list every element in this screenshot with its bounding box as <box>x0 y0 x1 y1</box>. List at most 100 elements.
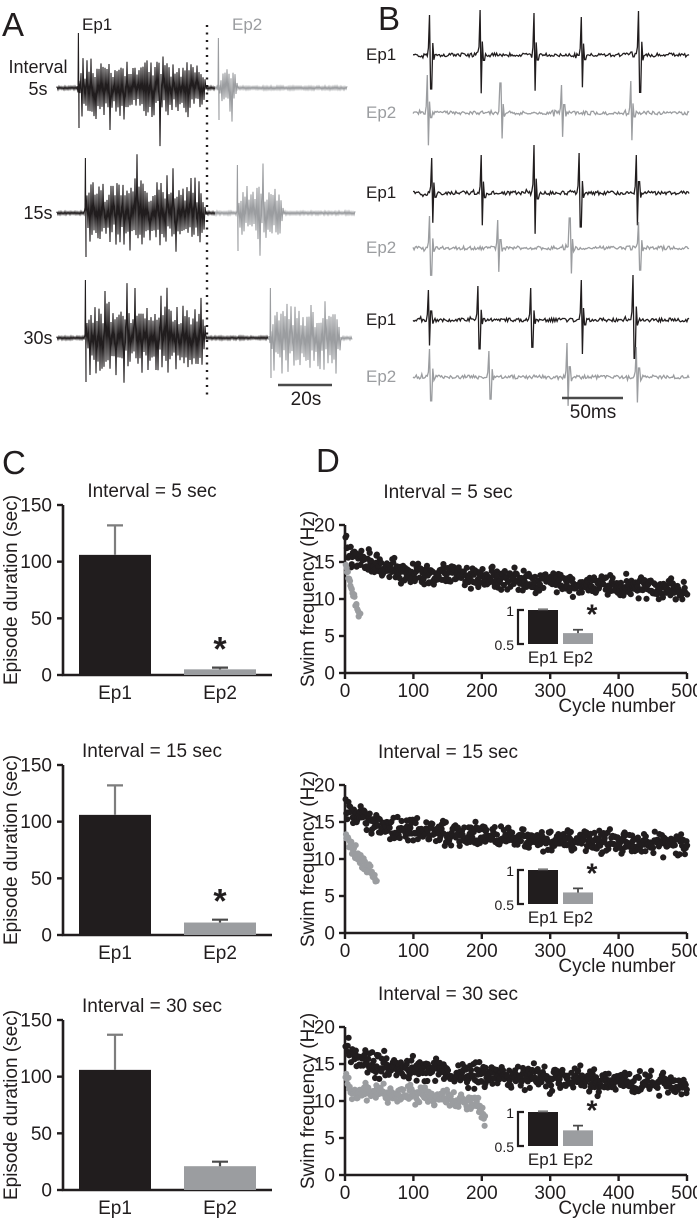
data-point <box>569 593 576 600</box>
x-tick-label: 200 <box>466 681 498 702</box>
bar-ep1 <box>79 554 151 675</box>
data-point <box>634 834 641 841</box>
data-point <box>679 596 686 603</box>
inset-category-label: Ep1 <box>528 648 558 667</box>
x-tick-label: 400 <box>603 1183 635 1204</box>
y-tick-label: 20 <box>314 1018 335 1039</box>
data-point <box>405 837 412 844</box>
data-point <box>366 810 373 817</box>
y-tick-label: 0 <box>41 926 52 947</box>
data-point <box>680 578 687 585</box>
data-point <box>649 844 657 851</box>
data-point <box>534 1066 541 1073</box>
inset-significance-asterisk: * <box>587 1095 598 1126</box>
inset-error-bar <box>538 868 548 871</box>
y-tick-label: 0 <box>324 664 335 685</box>
scatter-chart-30s-svg: Interval = 30 sec Swim frequency (Hz) Cycl… <box>298 984 697 1219</box>
inset-error-bar <box>538 608 548 611</box>
data-point <box>367 863 374 870</box>
inset-scale-bracket <box>516 868 524 906</box>
data-point <box>577 1062 584 1069</box>
data-point <box>553 589 560 596</box>
inset-tick-label: 1 <box>506 1105 514 1121</box>
y-tick-label: 100 <box>20 1067 52 1088</box>
trace-ep1-row3 <box>56 279 269 383</box>
y-tick-label: 15 <box>314 1055 335 1076</box>
data-point <box>423 819 430 826</box>
data-point <box>366 549 373 556</box>
data-point <box>353 601 360 608</box>
data-point <box>541 1063 548 1070</box>
data-point <box>373 551 380 558</box>
x-tick-label: 200 <box>466 941 498 962</box>
x-category-label: Ep2 <box>203 1198 237 1219</box>
data-point <box>348 1096 356 1103</box>
data-point <box>393 1072 400 1079</box>
bar-chart-interval-5s: Interval = 5 sec Episode duration (sec) 0 5… <box>0 440 300 705</box>
trace-ep1-row1 <box>56 32 216 147</box>
panel-b-ep1-label-1: Ep1 <box>366 45 397 64</box>
data-point <box>635 595 642 602</box>
data-point <box>448 842 455 849</box>
data-point <box>654 1084 661 1091</box>
panel-a-scalebar-label: 20s <box>290 389 322 410</box>
trace-ep1-group3 <box>412 274 690 359</box>
data-point <box>676 851 683 858</box>
data-point <box>623 570 630 577</box>
data-point <box>348 561 355 568</box>
x-tick-label: 100 <box>398 1183 430 1204</box>
data-point <box>641 577 648 584</box>
data-point <box>556 1076 563 1083</box>
inset-tick-label: 1 <box>506 863 514 879</box>
data-point <box>526 1084 533 1091</box>
panel-a-row-label-5s: Interval 5s <box>0 57 76 100</box>
data-point <box>475 1094 482 1101</box>
data-point <box>606 826 613 833</box>
inset-category-label: Ep1 <box>528 908 558 927</box>
data-point <box>509 829 516 836</box>
error-bar-ep1 <box>107 1033 123 1070</box>
panel-b-letter: B <box>378 0 401 37</box>
y-tick-label: 150 <box>20 496 52 517</box>
y-tick-label: 0 <box>41 1181 52 1202</box>
y-tick-label: 15 <box>314 553 335 574</box>
data-point <box>514 1063 522 1070</box>
y-tick-label: 20 <box>314 516 335 537</box>
data-point <box>376 1075 383 1082</box>
x-axis-label: Cycle number <box>558 956 676 977</box>
data-point <box>423 562 431 569</box>
chart-title: Interval = 5 sec <box>383 482 512 503</box>
data-point <box>540 584 547 591</box>
bar-ep2 <box>184 922 256 935</box>
y-axis-label: Episode duration (sec) <box>1 1010 22 1200</box>
data-point <box>540 848 547 855</box>
data-point <box>462 1066 469 1073</box>
data-point <box>493 831 500 838</box>
data-point <box>609 574 616 582</box>
data-point <box>363 820 370 827</box>
data-point <box>575 1067 582 1074</box>
y-tick-label: 50 <box>31 609 52 630</box>
data-point <box>517 837 524 845</box>
y-axis-label: Episode duration (sec) <box>1 755 22 945</box>
x-tick-label: 100 <box>398 941 430 962</box>
inset-bar-ep1 <box>528 870 558 904</box>
data-point <box>605 1070 612 1077</box>
error-bar-ep1 <box>107 784 123 815</box>
trace-ep1-group1 <box>412 9 690 94</box>
data-point <box>481 1113 489 1120</box>
data-point <box>531 573 539 580</box>
y-tick-label: 0 <box>324 1166 335 1187</box>
bar-chart-interval-30s: Interval = 30 sec Episode duration (sec) 0… <box>0 955 300 1220</box>
data-point <box>642 848 649 855</box>
scatter-chart-15s-svg: Interval = 15 sec Swim frequency (Hz) Cycl… <box>298 742 697 977</box>
panel-a-ep1-label: Ep1 <box>82 15 113 34</box>
data-point <box>368 557 375 564</box>
y-axis-label: Swim frequency (Hz) <box>298 771 319 947</box>
x-tick-label: 500 <box>671 1183 697 1204</box>
inset-bar-ep1 <box>528 610 558 644</box>
data-point <box>465 1084 472 1092</box>
inset-tick-label: 1 <box>506 603 514 619</box>
data-point <box>578 589 585 596</box>
data-point <box>429 820 436 828</box>
